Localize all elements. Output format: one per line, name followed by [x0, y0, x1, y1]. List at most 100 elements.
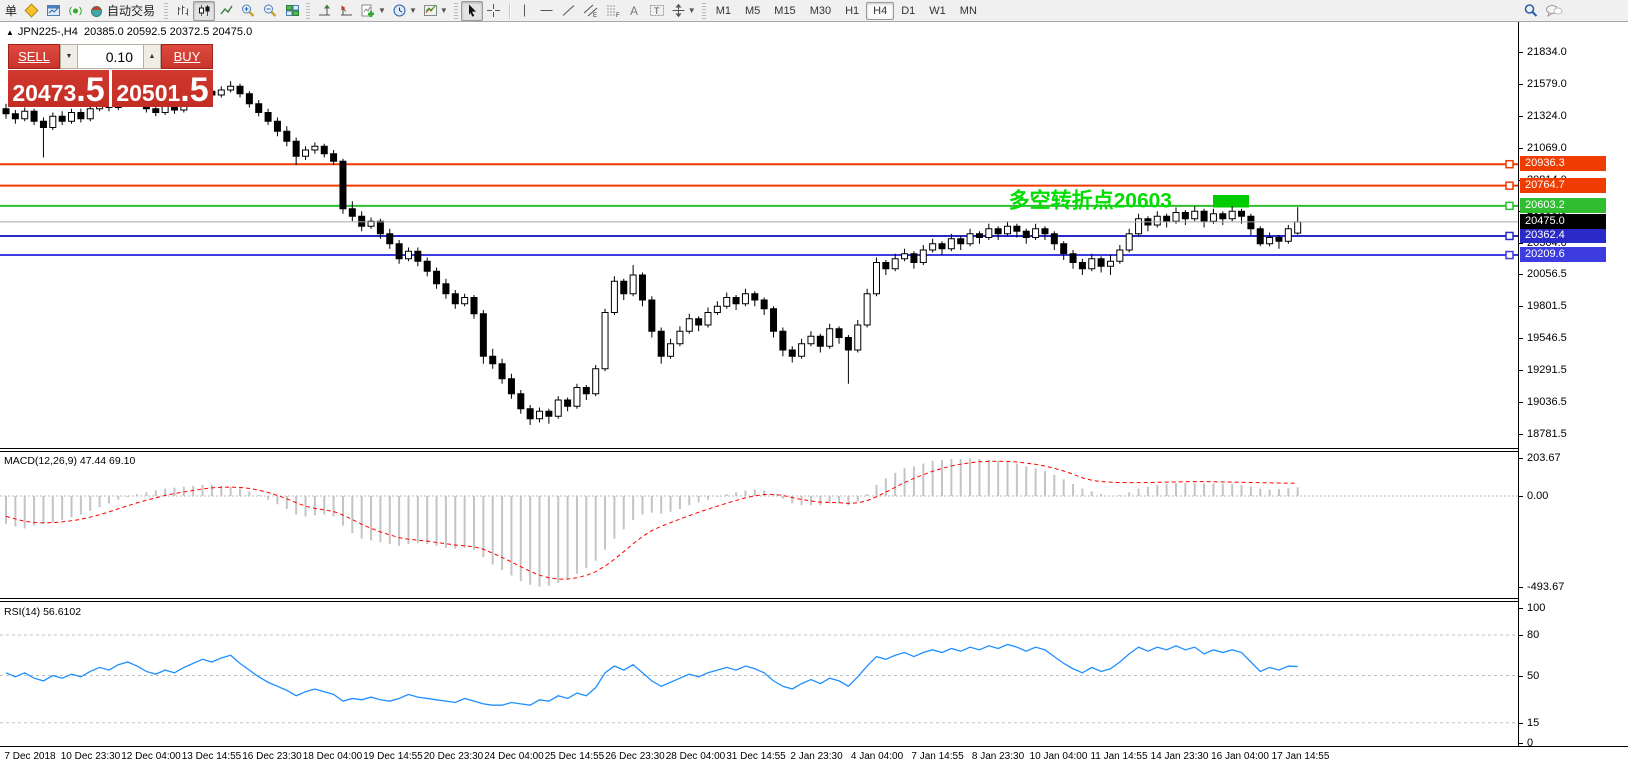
main-price-chart[interactable]: 多空转折点20603 — [0, 22, 1518, 448]
axis-tick-mark — [1519, 147, 1523, 149]
bar-chart-mode-button[interactable] — [171, 1, 193, 21]
chevron-down-icon: ▼ — [65, 53, 73, 60]
zoom-in-button[interactable] — [237, 1, 259, 21]
auto-scroll-icon — [340, 5, 352, 16]
fibonacci-icon: F — [606, 5, 620, 18]
signals-icon[interactable] — [64, 1, 86, 21]
axis-tick-mark — [1519, 722, 1523, 724]
panel-splitter-macd[interactable] — [0, 448, 1628, 452]
search-button[interactable] — [1520, 1, 1542, 21]
macd-indicator-panel[interactable] — [0, 452, 1518, 598]
sell-button[interactable]: SELL — [8, 44, 60, 69]
line-handle-square[interactable] — [1505, 231, 1514, 241]
price-tick-label: 21069.0 — [1527, 141, 1567, 154]
candles-icon — [198, 5, 210, 16]
time-tick-label: 19 Dec 14:55 — [363, 751, 423, 762]
candle-body — [1172, 212, 1180, 222]
line-handle-square[interactable] — [1505, 250, 1514, 260]
rsi-tick-label: 15 — [1527, 716, 1540, 729]
timeframe-h4-button[interactable]: H4 — [866, 1, 895, 20]
candle-body — [330, 153, 338, 162]
line-handle-square[interactable] — [1505, 159, 1514, 169]
line-handle-square[interactable] — [1505, 201, 1514, 211]
candle-body — [554, 399, 562, 417]
price-tick-label: 20056.5 — [1527, 268, 1567, 281]
equidistant-channel-tool[interactable]: E — [580, 1, 602, 21]
time-tick-label: 10 Dec 23:30 — [60, 751, 121, 762]
line-handle-square[interactable] — [1505, 181, 1514, 190]
rsi-tick-label: 50 — [1527, 669, 1540, 682]
time-axis[interactable]: 7 Dec 2018 10 Dec 23:30 12 Dec 04:00 13 Dec… — [0, 749, 1628, 766]
buy-price-frac: .5 — [180, 71, 209, 110]
new-order-partial-label[interactable]: 单 — [5, 4, 18, 18]
text-label-tool[interactable]: T — [646, 1, 668, 21]
timeframe-w1-button[interactable]: W1 — [929, 4, 946, 17]
timeframe-m15-button[interactable]: M15 — [774, 4, 796, 17]
collapse-triangle-icon[interactable]: ▲ — [6, 28, 14, 37]
candlestick-mode-button[interactable] — [193, 0, 216, 21]
axis-tick-mark — [1519, 369, 1523, 371]
horizontal-line-tool[interactable] — [536, 1, 558, 21]
candle-body — [629, 274, 637, 295]
candle-body — [1284, 228, 1292, 242]
volume-input[interactable] — [78, 44, 143, 69]
crosshair-tool-button[interactable] — [483, 1, 505, 21]
buy-button[interactable]: BUY — [161, 44, 213, 69]
axis-tick-mark — [1519, 337, 1523, 339]
cursor-tool-button[interactable] — [460, 0, 483, 21]
candle-body — [751, 293, 759, 301]
candle-body — [798, 343, 806, 357]
tile-windows-button[interactable] — [281, 1, 303, 21]
periods-button[interactable]: ▼ — [389, 1, 420, 21]
rsi-indicator-panel[interactable] — [0, 602, 1518, 746]
volume-increase-button[interactable]: ▲ — [143, 44, 161, 69]
zoom-out-button[interactable] — [259, 1, 281, 21]
chat-button[interactable] — [1542, 1, 1566, 21]
candle-body — [695, 318, 703, 326]
macd-label: MACD(12,26,9) 47.44 69.10 — [4, 455, 136, 467]
buy-price-panel[interactable]: 20501 .5 — [112, 70, 213, 107]
candle-body — [1266, 237, 1274, 245]
vertical-line-tool[interactable] — [514, 1, 536, 21]
new-order-icon[interactable] — [20, 1, 42, 21]
templates-button[interactable]: ▼ — [420, 1, 451, 21]
timeframe-d1-button[interactable]: D1 — [901, 4, 916, 17]
line-chart-mode-button[interactable] — [215, 1, 237, 21]
candle-body — [975, 233, 983, 238]
market-watch-icon[interactable] — [42, 1, 64, 21]
candle-body — [49, 115, 57, 128]
autotrading-button[interactable]: 自动交易 — [86, 1, 161, 21]
candle-body — [648, 299, 656, 332]
candle-body — [367, 220, 375, 227]
trendline-tool[interactable] — [558, 1, 580, 21]
macd-signal-line — [5, 460, 1298, 580]
timeframe-m30-button[interactable]: M30 — [809, 4, 832, 17]
axis-tick-mark — [1519, 115, 1523, 117]
pivot-annotation-text[interactable]: 多空转折点20603 — [1009, 188, 1172, 212]
volume-decrease-button[interactable]: ▼ — [60, 44, 78, 69]
timeframe-mn-button[interactable]: MN — [959, 4, 977, 17]
highlight-rectangle[interactable] — [1213, 195, 1249, 208]
indicators-button[interactable]: ▼ — [357, 1, 389, 21]
candle-body — [1163, 215, 1171, 222]
arrows-objects-tool[interactable]: ▼ — [668, 1, 699, 21]
candle-body — [826, 328, 834, 347]
time-tick-label: 12 Dec 04:00 — [121, 751, 181, 762]
chart-shift-button[interactable] — [313, 1, 335, 21]
timeframe-h1-button[interactable]: H1 — [845, 4, 860, 17]
autotrading-label: 自动交易 — [107, 4, 156, 18]
sell-price-panel[interactable]: 20473 .5 — [8, 70, 109, 107]
price-axis[interactable]: 21834.021579.021324.021069.020814.020559… — [1518, 22, 1628, 749]
time-tick-label: 16 Dec 23:30 — [242, 751, 302, 762]
candle-body — [423, 260, 431, 272]
text-tool[interactable]: A — [624, 1, 646, 21]
candle-body — [835, 328, 843, 338]
auto-scroll-button[interactable] — [335, 1, 357, 21]
time-tick-label: 4 Jan 04:00 — [850, 751, 904, 762]
timeframe-m1-button[interactable]: M1 — [715, 4, 731, 17]
fibonacci-tool[interactable]: F — [602, 1, 624, 21]
panel-splitter-rsi[interactable] — [0, 598, 1628, 602]
ohlc-values: 20385.0 20592.5 20372.5 20475.0 — [83, 26, 253, 38]
timeframe-m5-button[interactable]: M5 — [745, 4, 761, 17]
axis-tick-mark — [1519, 83, 1523, 85]
